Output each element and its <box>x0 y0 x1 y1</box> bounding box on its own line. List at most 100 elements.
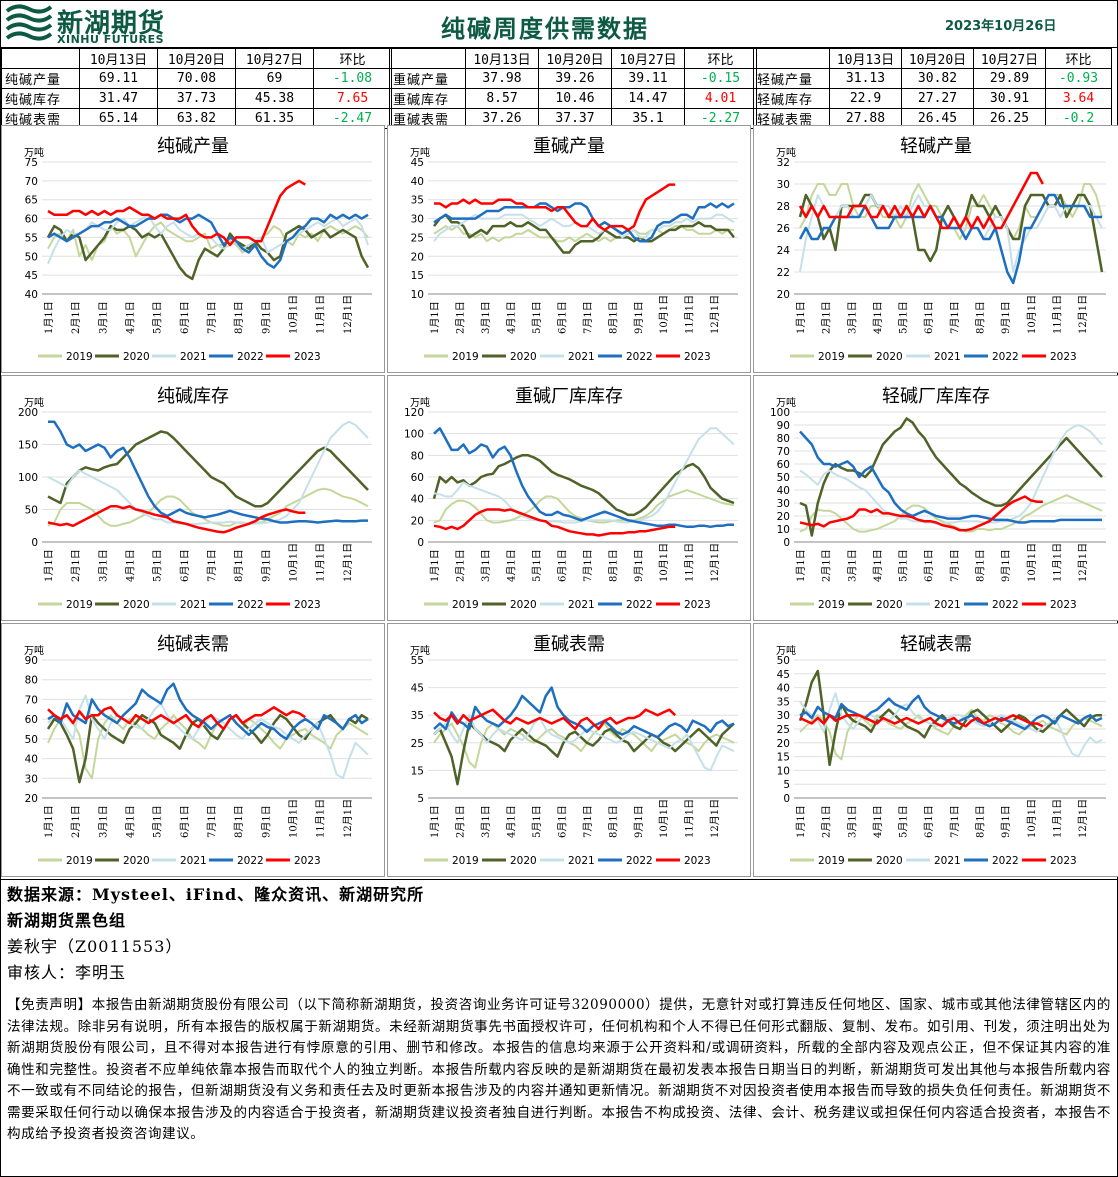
table-row: 重碱产量 37.98 39.26 39.11 -0.15 <box>389 68 757 89</box>
series-line-2021 <box>433 714 735 772</box>
chart-svg: 重碱产量 万吨 10 15 20 25 30 35 40 45 1月1日 2月1日 3月1日 4月1日 5月… <box>410 136 738 363</box>
x-tick-label: 10月1日 <box>1026 799 1038 838</box>
y-tick-label: 90 <box>777 420 790 432</box>
chart-svg: 纯碱表需 万吨 20 30 40 50 60 70 80 90 1月1日 2月1日 3月1日 4月1日 5月… <box>24 634 372 867</box>
x-tick-label: 7月1日 <box>949 301 961 334</box>
chart-svg: 纯碱产量 万吨 40 45 50 55 60 65 70 75 1月1日 2月1日 3月1日 4月1日 5月… <box>24 136 372 363</box>
x-tick-label: 2月1日 <box>70 301 82 334</box>
y-tick-label: 20 <box>777 289 790 301</box>
research-group: 新湖期货黑色组 <box>7 911 127 930</box>
x-tick-label: 12月1日 <box>709 799 721 838</box>
summary-table: 10月13日 10月20日 10月27日 环比 重碱产量 37.98 39.26 39.11-… <box>389 48 757 129</box>
legend-label: 2020 <box>510 351 537 363</box>
y-tick-label: 60 <box>777 459 790 471</box>
y-tick-label: 100 <box>770 407 790 419</box>
x-tick-label: 5月1日 <box>531 805 543 838</box>
y-tick-label: 0 <box>783 537 790 549</box>
x-tick-label: 7月1日 <box>949 805 961 838</box>
x-tick-label: 5月1日 <box>898 805 910 838</box>
legend-label: 2022 <box>626 599 653 611</box>
x-tick-label: 7月1日 <box>206 805 218 838</box>
y-tick-label: 30 <box>777 498 790 510</box>
legend-label: 2020 <box>876 599 903 611</box>
y-tick-label: 50 <box>25 251 38 263</box>
value-cell: 22.9 <box>829 88 902 109</box>
y-tick-label: 40 <box>777 485 790 497</box>
y-tick-label: 26 <box>777 223 791 235</box>
chart-title: 轻碱表需 <box>900 634 972 655</box>
series-line-2020 <box>47 430 369 508</box>
chart-title: 轻碱厂库库存 <box>882 386 990 407</box>
y-tick-label: 45 <box>411 683 424 695</box>
x-tick-label: 7月1日 <box>582 805 594 838</box>
x-tick-label: 4月1日 <box>125 805 137 838</box>
y-tick-label: 55 <box>25 232 38 244</box>
y-tick-label: 10 <box>411 289 424 301</box>
report-header: 新湖期货 XINHU FUTURES 纯碱周度供需数据 2023年10月26日 <box>1 1 1117 48</box>
y-tick-label: 35 <box>411 710 424 722</box>
legend-label: 2019 <box>818 599 845 611</box>
legend-label: 2023 <box>1050 855 1077 867</box>
chart-title: 重碱产量 <box>533 136 605 157</box>
series-line-2020 <box>798 669 1102 767</box>
y-tick-label: 15 <box>777 752 790 764</box>
y-tick-label: 32 <box>777 157 790 169</box>
x-tick-label: 11月1日 <box>684 543 696 582</box>
x-tick-label: 9月1日 <box>633 805 645 838</box>
x-tick-label: 4月1日 <box>505 549 517 582</box>
series-line-2022 <box>433 202 735 243</box>
y-axis-unit: 万吨 <box>24 644 44 657</box>
legend-label: 2020 <box>123 855 150 867</box>
x-tick-label: 9月1日 <box>633 301 645 334</box>
x-tick-label: 6月1日 <box>179 301 191 334</box>
x-tick-label: 2月1日 <box>454 805 466 838</box>
y-tick-label: 60 <box>411 472 424 484</box>
series-line-2020 <box>433 213 735 254</box>
legend-label: 2020 <box>123 599 150 611</box>
value-cell: 27.27 <box>901 88 974 109</box>
x-tick-label: 9月1日 <box>1000 301 1012 334</box>
legend-label: 2023 <box>294 599 321 611</box>
report-date: 2023年10月26日 <box>945 19 1057 34</box>
y-tick-label: 200 <box>18 407 38 419</box>
series-line-2023 <box>799 713 1044 728</box>
x-tick-label: 4月1日 <box>505 805 517 838</box>
y-tick-label: 40 <box>777 683 790 695</box>
y-tick-label: 50 <box>25 734 38 746</box>
x-tick-label: 11月1日 <box>684 799 696 838</box>
x-tick-label: 5月1日 <box>152 301 164 334</box>
table-header-cell: 10月27日 <box>235 48 314 69</box>
y-tick-label: 80 <box>411 450 424 462</box>
legend-label: 2019 <box>66 351 93 363</box>
legend-label: 2022 <box>237 351 264 363</box>
y-tick-label: 40 <box>25 289 38 301</box>
y-tick-label: 40 <box>411 176 424 188</box>
legend-label: 2023 <box>684 855 711 867</box>
series-line-2023 <box>47 505 306 534</box>
table-row: 纯碱表需 65.14 63.82 61.35 -2.47 <box>1 108 392 129</box>
row-label: 重碱库存 <box>389 88 466 109</box>
table-header-cell: 10月27日 <box>611 48 685 69</box>
y-tick-label: 30 <box>777 710 790 722</box>
x-tick-label: 1月1日 <box>795 805 807 838</box>
chart-panel: 轻碱厂库库存 万吨 0 10 20 30 40 50 60 70 80 90 100 1月1日 2月1日 3月… <box>753 375 1118 621</box>
x-tick-label: 6月1日 <box>923 301 935 334</box>
y-tick-label: 35 <box>411 195 424 207</box>
series-line-2023 <box>434 183 676 232</box>
chart-panel: 重碱表需 万吨 5 15 25 35 45 55 1月1日 2月1日 3月1日 4月1日 5月1日 6月1… <box>387 623 751 877</box>
y-tick-label: 50 <box>25 505 38 517</box>
data-source: 数据来源：Mysteel、iFind、隆众资讯、新湖研究所 <box>7 885 425 904</box>
series-line-2022 <box>799 694 1103 731</box>
x-tick-label: 1月1日 <box>429 301 441 334</box>
legend-label: 2020 <box>876 351 903 363</box>
x-tick-label: 7月1日 <box>582 301 594 334</box>
series-line-2019 <box>47 714 369 780</box>
y-tick-label: 25 <box>411 232 424 244</box>
table-row: 轻碱表需 27.88 26.45 26.25 -0.2 <box>753 108 1112 129</box>
table-row: 纯碱库存 31.47 37.73 45.38 7.65 <box>1 88 392 109</box>
y-tick-label: 28 <box>777 201 790 213</box>
value-cell: 37.98 <box>465 68 539 89</box>
legend-label: 2023 <box>1050 599 1077 611</box>
x-tick-label: 2月1日 <box>454 549 466 582</box>
legend-label: 2021 <box>568 855 595 867</box>
